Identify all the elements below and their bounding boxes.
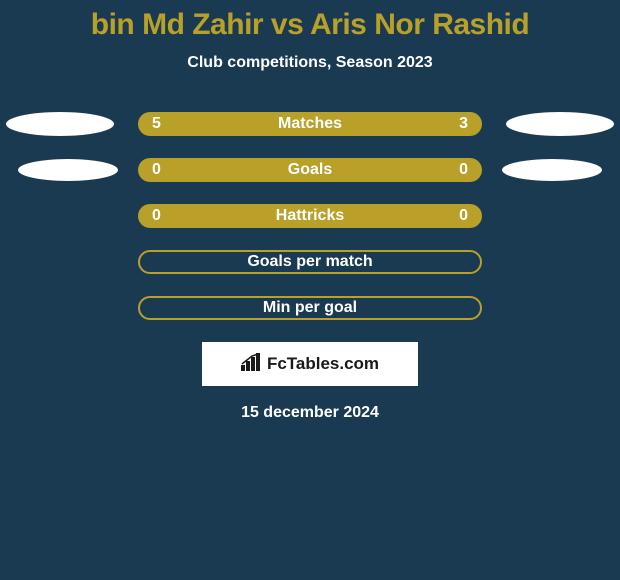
goals-label: Goals [288, 161, 332, 179]
subtitle: Club competitions, Season 2023 [0, 54, 620, 72]
stat-bar-hattricks: 0 Hattricks 0 [138, 204, 482, 228]
stat-bar-matches: 5 Matches 3 [138, 112, 482, 136]
stat-row-goals: 0 Goals 0 [0, 158, 620, 182]
player-left-marker [18, 159, 118, 181]
hattricks-label: Hattricks [276, 207, 344, 225]
stat-row-hattricks: 0 Hattricks 0 [0, 204, 620, 228]
page-title: bin Md Zahir vs Aris Nor Rashid [0, 8, 620, 42]
goals-left-value: 0 [152, 161, 161, 179]
hattricks-left-value: 0 [152, 207, 161, 225]
stat-bar-gpm: Goals per match [138, 250, 482, 274]
matches-label: Matches [278, 115, 342, 133]
stat-bar-goals: 0 Goals 0 [138, 158, 482, 182]
stat-row-gpm: Goals per match [0, 250, 620, 274]
player-right-marker [506, 112, 614, 136]
goals-right-value: 0 [459, 161, 468, 179]
branding-label: FcTables.com [267, 354, 379, 374]
mpg-label: Min per goal [263, 299, 357, 317]
stat-row-matches: 5 Matches 3 [0, 112, 620, 136]
branding-content: FcTables.com [241, 353, 379, 376]
chart-icon [241, 353, 263, 376]
comparison-container: bin Md Zahir vs Aris Nor Rashid Club com… [0, 0, 620, 422]
matches-right-value: 3 [459, 115, 468, 133]
matches-left-value: 5 [152, 115, 161, 133]
stat-bar-mpg: Min per goal [138, 296, 482, 320]
date-label: 15 december 2024 [0, 404, 620, 422]
stat-row-mpg: Min per goal [0, 296, 620, 320]
player-left-marker [6, 112, 114, 136]
player-right-marker [502, 159, 602, 181]
branding-box: FcTables.com [202, 342, 418, 386]
hattricks-right-value: 0 [459, 207, 468, 225]
gpm-label: Goals per match [247, 253, 372, 271]
